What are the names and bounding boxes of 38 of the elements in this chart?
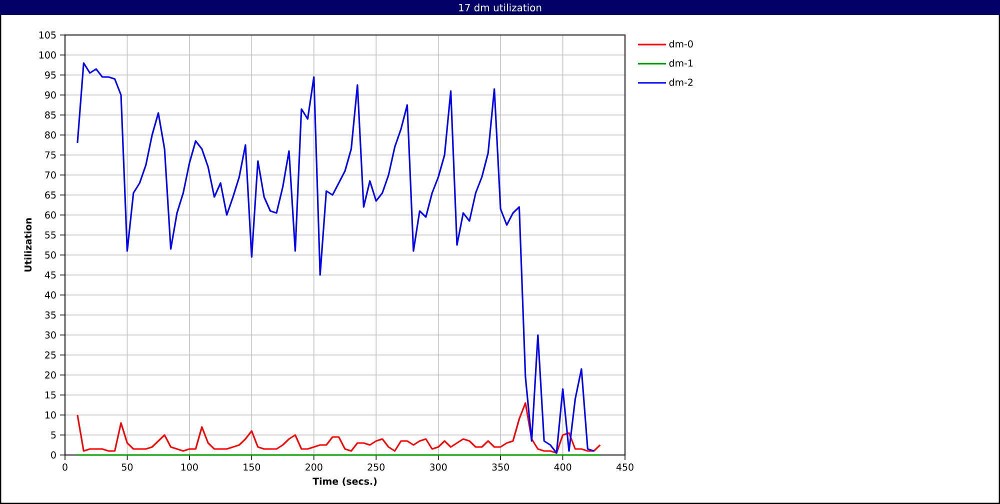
y-tick-label: 50: [45, 251, 56, 259]
y-tick-label: 100: [39, 51, 56, 59]
y-tick-label: 80: [45, 131, 56, 139]
y-tick-label: 45: [44, 271, 56, 279]
y-tick-label: 15: [45, 391, 56, 399]
x-tick-label: 0: [62, 464, 68, 471]
x-tick-label: 350: [492, 464, 509, 471]
y-tick-label: 105: [39, 31, 56, 39]
y-tick-label: 55: [45, 231, 56, 239]
legend-label: dm-2: [669, 78, 693, 86]
y-tick-label: 0: [51, 451, 56, 459]
y-tick-label: 10: [45, 411, 56, 419]
x-tick-label: 450: [616, 464, 634, 471]
x-tick-label: 50: [122, 464, 133, 471]
y-tick-label: 95: [45, 71, 56, 79]
y-tick-label: 70: [45, 171, 56, 179]
y-tick-label: 85: [45, 111, 56, 119]
y-tick-label: 90: [45, 91, 56, 99]
chart-title: 17 dm utilization: [459, 4, 542, 12]
y-tick-label: 35: [45, 311, 56, 319]
legend-label: dm-0: [669, 40, 693, 48]
legend-label: dm-1: [669, 59, 693, 67]
y-tick-label: 5: [51, 431, 56, 439]
x-axis-title: Time (secs.): [312, 478, 377, 486]
y-tick-label: 75: [45, 151, 56, 159]
y-tick-label: 20: [45, 371, 56, 379]
y-tick-label: 40: [44, 291, 56, 299]
y-tick-label: 65: [45, 191, 56, 199]
x-tick-label: 300: [430, 464, 447, 471]
y-tick-label: 30: [45, 331, 56, 339]
x-tick-label: 150: [244, 464, 260, 471]
x-tick-label: 250: [368, 464, 385, 471]
y-tick-label: 25: [45, 351, 56, 359]
x-tick-label: 200: [306, 464, 322, 471]
y-tick-label: 60: [45, 211, 56, 219]
x-tick-label: 400: [554, 464, 572, 471]
y-axis-title: Utilization: [24, 218, 32, 272]
x-tick-label: 100: [181, 464, 198, 471]
